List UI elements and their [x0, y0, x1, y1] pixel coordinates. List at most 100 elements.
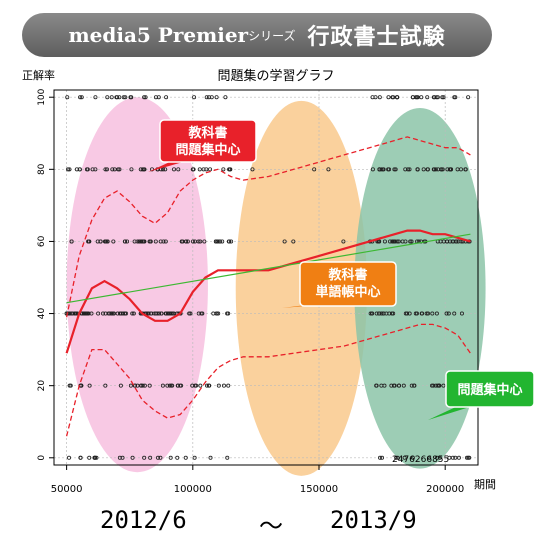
data-point: [433, 383, 438, 388]
data-point: [405, 311, 410, 316]
x-tick-label: 150000: [300, 484, 338, 495]
data-point: [202, 239, 207, 244]
data-point: [394, 455, 399, 460]
data-point: [183, 239, 188, 244]
region-callout-box: [299, 261, 397, 307]
data-point: [390, 311, 395, 316]
data-point: [430, 383, 435, 388]
data-point: [130, 311, 135, 316]
chart-title: 問題集の学習グラフ: [217, 68, 334, 84]
data-point: [455, 167, 460, 172]
data-point: [208, 455, 213, 460]
data-point: [192, 455, 197, 460]
data-point: [395, 95, 400, 100]
data-point: [225, 311, 230, 316]
trend-line: [65, 229, 471, 354]
data-point: [197, 167, 202, 172]
data-point: [312, 167, 317, 172]
period-tilde: ～: [259, 512, 283, 540]
region-callout-box: [445, 370, 535, 408]
period-end: 2013/9: [330, 506, 417, 534]
data-point: [183, 455, 188, 460]
data-point: [187, 311, 192, 316]
data-point: [118, 311, 123, 316]
data-point: [111, 311, 116, 316]
data-point: [229, 239, 234, 244]
data-point: [291, 239, 296, 244]
data-point: [150, 167, 155, 172]
data-point: [453, 95, 458, 100]
data-point: [386, 167, 391, 172]
data-point: [408, 239, 413, 244]
data-point: [387, 311, 392, 316]
data-point: [403, 167, 408, 172]
data-point: [204, 95, 209, 100]
data-point: [190, 239, 195, 244]
data-point: [421, 167, 426, 172]
data-point: [205, 383, 210, 388]
data-point: [381, 311, 386, 316]
data-point: [74, 311, 79, 316]
data-point: [161, 167, 166, 172]
data-point: [370, 167, 375, 172]
data-point: [87, 455, 92, 460]
data-point: [163, 311, 168, 316]
data-point: [430, 311, 435, 316]
data-point: [122, 311, 127, 316]
annotation-id: 2476266855: [392, 455, 449, 465]
linear-fit-line: [66, 233, 471, 304]
data-point: [437, 455, 442, 460]
data-point: [103, 383, 108, 388]
data-point: [377, 95, 382, 100]
data-point: [169, 383, 174, 388]
data-point: [67, 167, 72, 172]
data-point: [153, 311, 158, 316]
data-point: [142, 383, 147, 388]
y-tick-label: 40: [37, 308, 47, 320]
data-point: [190, 167, 195, 172]
data-point: [382, 239, 387, 244]
data-point: [378, 455, 383, 460]
data-point: [396, 383, 401, 388]
data-point: [441, 95, 446, 100]
data-point: [74, 167, 79, 172]
data-point: [198, 239, 203, 244]
data-point: [142, 455, 147, 460]
data-point: [415, 167, 420, 172]
region-callout-label: 教科書問題集中心: [175, 125, 240, 158]
data-point: [132, 239, 137, 244]
data-point: [165, 383, 170, 388]
data-point: [87, 383, 92, 388]
data-point: [396, 239, 401, 244]
data-point: [379, 311, 384, 316]
data-point: [79, 95, 84, 100]
data-point: [179, 239, 184, 244]
study-region-ellipse: [66, 97, 208, 473]
data-point: [188, 311, 193, 316]
data-point: [426, 311, 431, 316]
data-point: [161, 239, 166, 244]
data-point: [220, 239, 225, 244]
data-point: [96, 311, 101, 316]
data-point: [155, 455, 160, 460]
data-point: [130, 455, 135, 460]
data-point: [84, 167, 89, 172]
data-point: [159, 311, 164, 316]
data-point: [370, 311, 375, 316]
data-point: [147, 383, 152, 388]
data-point: [168, 455, 173, 460]
data-point: [401, 383, 406, 388]
data-point: [228, 167, 233, 172]
data-point: [377, 311, 382, 316]
data-point: [169, 311, 174, 316]
data-point: [152, 311, 157, 316]
data-point: [227, 239, 232, 244]
data-point: [140, 167, 145, 172]
data-point: [137, 239, 142, 244]
data-point: [163, 239, 168, 244]
data-point: [407, 311, 412, 316]
data-point: [69, 311, 74, 316]
data-point: [93, 167, 98, 172]
data-point: [193, 383, 198, 388]
